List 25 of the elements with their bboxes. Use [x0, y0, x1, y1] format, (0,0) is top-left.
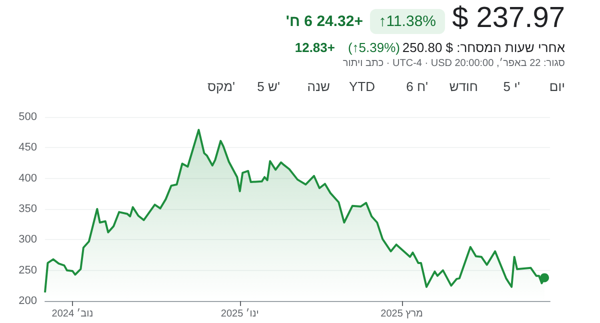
text: שנה	[307, 79, 330, 94]
text: חודש	[449, 79, 478, 94]
y-tick-label: 300	[18, 234, 37, 246]
y-tick-label: 400	[18, 172, 37, 184]
y-tick-label: 200	[18, 295, 37, 307]
y-tick-label: 250	[18, 264, 37, 276]
text: מקס'	[208, 79, 235, 94]
text: 5 י'	[503, 79, 520, 94]
text: (5.39%↑)	[348, 40, 400, 55]
y-tick-label: 500	[18, 111, 37, 123]
x-tick-label: נוב׳ 2024	[52, 308, 94, 320]
y-tick-label: 350	[18, 203, 37, 215]
text: +24.32 6 ח'	[286, 13, 363, 30]
text: +12.83	[294, 40, 335, 55]
text: אחרי שעות המסחר: $ 250.80	[402, 40, 565, 55]
text: YTD	[349, 79, 375, 94]
text: יום	[549, 79, 565, 94]
y-tick-label: 450	[18, 142, 37, 154]
text: 6 ח'	[406, 79, 428, 94]
x-tick-label: מרץ 2025	[380, 308, 424, 320]
text: סגור: 22 באפר׳, 20:00:00 UTC-4 · USD · כתב ויתור	[342, 58, 565, 69]
x-tick-label: ינו׳ 2025	[220, 308, 259, 320]
chart-title: $ 237.97	[452, 2, 565, 35]
text: 5 ש'	[257, 79, 280, 94]
text: 11.38%↑	[370, 9, 445, 34]
